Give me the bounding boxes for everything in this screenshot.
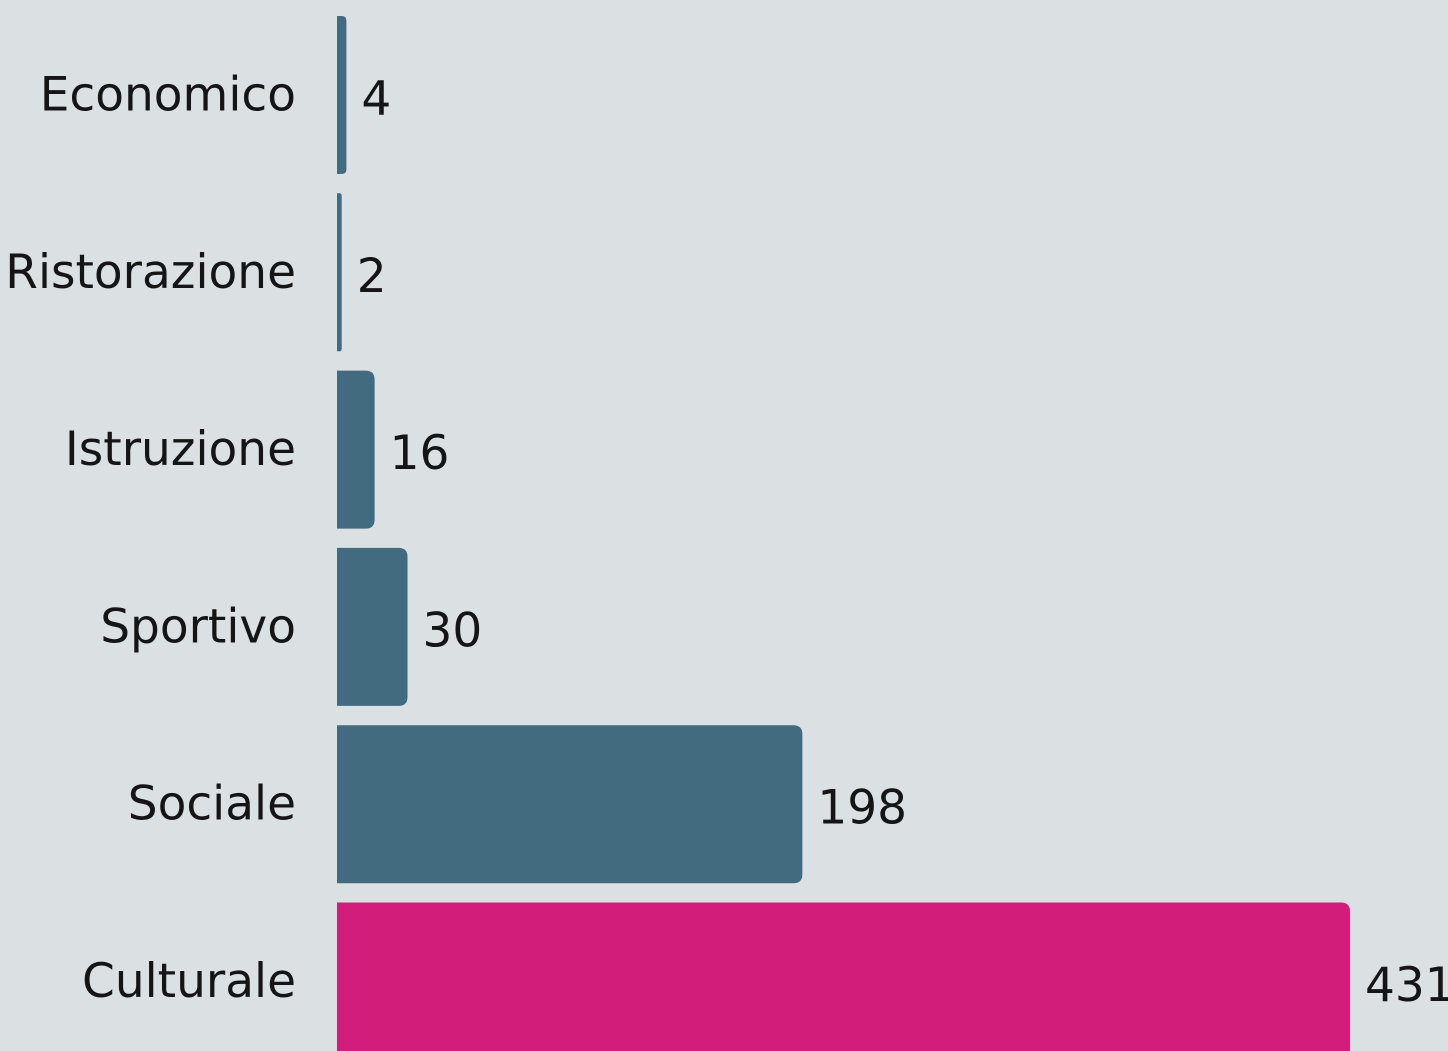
bar-economico	[337, 16, 347, 174]
category-labels: Economico Ristorazione Istruzione Sportivo S…	[5, 68, 296, 1010]
category-label-sportivo: Sportivo	[100, 599, 296, 654]
value-label-ristorazione: 2	[357, 249, 387, 304]
bar-sportivo	[337, 547, 408, 706]
bars-layer	[337, 16, 1350, 1051]
bar-culturale	[337, 902, 1350, 1051]
value-label-istruzione: 16	[390, 426, 450, 481]
value-label-culturale: 431	[1365, 958, 1448, 1013]
value-label-sportivo: 30	[423, 603, 483, 658]
value-label-economico: 4	[361, 72, 391, 127]
category-label-sociale: Sociale	[128, 777, 296, 832]
bar-sociale	[337, 725, 803, 884]
value-labels: 4 2 16 30 198 431	[357, 72, 1448, 1014]
bar-istruzione	[337, 370, 375, 529]
value-label-sociale: 198	[817, 781, 907, 836]
bar-ristorazione	[337, 193, 342, 352]
category-label-istruzione: Istruzione	[65, 422, 296, 477]
category-label-ristorazione: Ristorazione	[5, 245, 296, 300]
category-label-economico: Economico	[40, 68, 296, 123]
category-label-culturale: Culturale	[82, 954, 296, 1009]
